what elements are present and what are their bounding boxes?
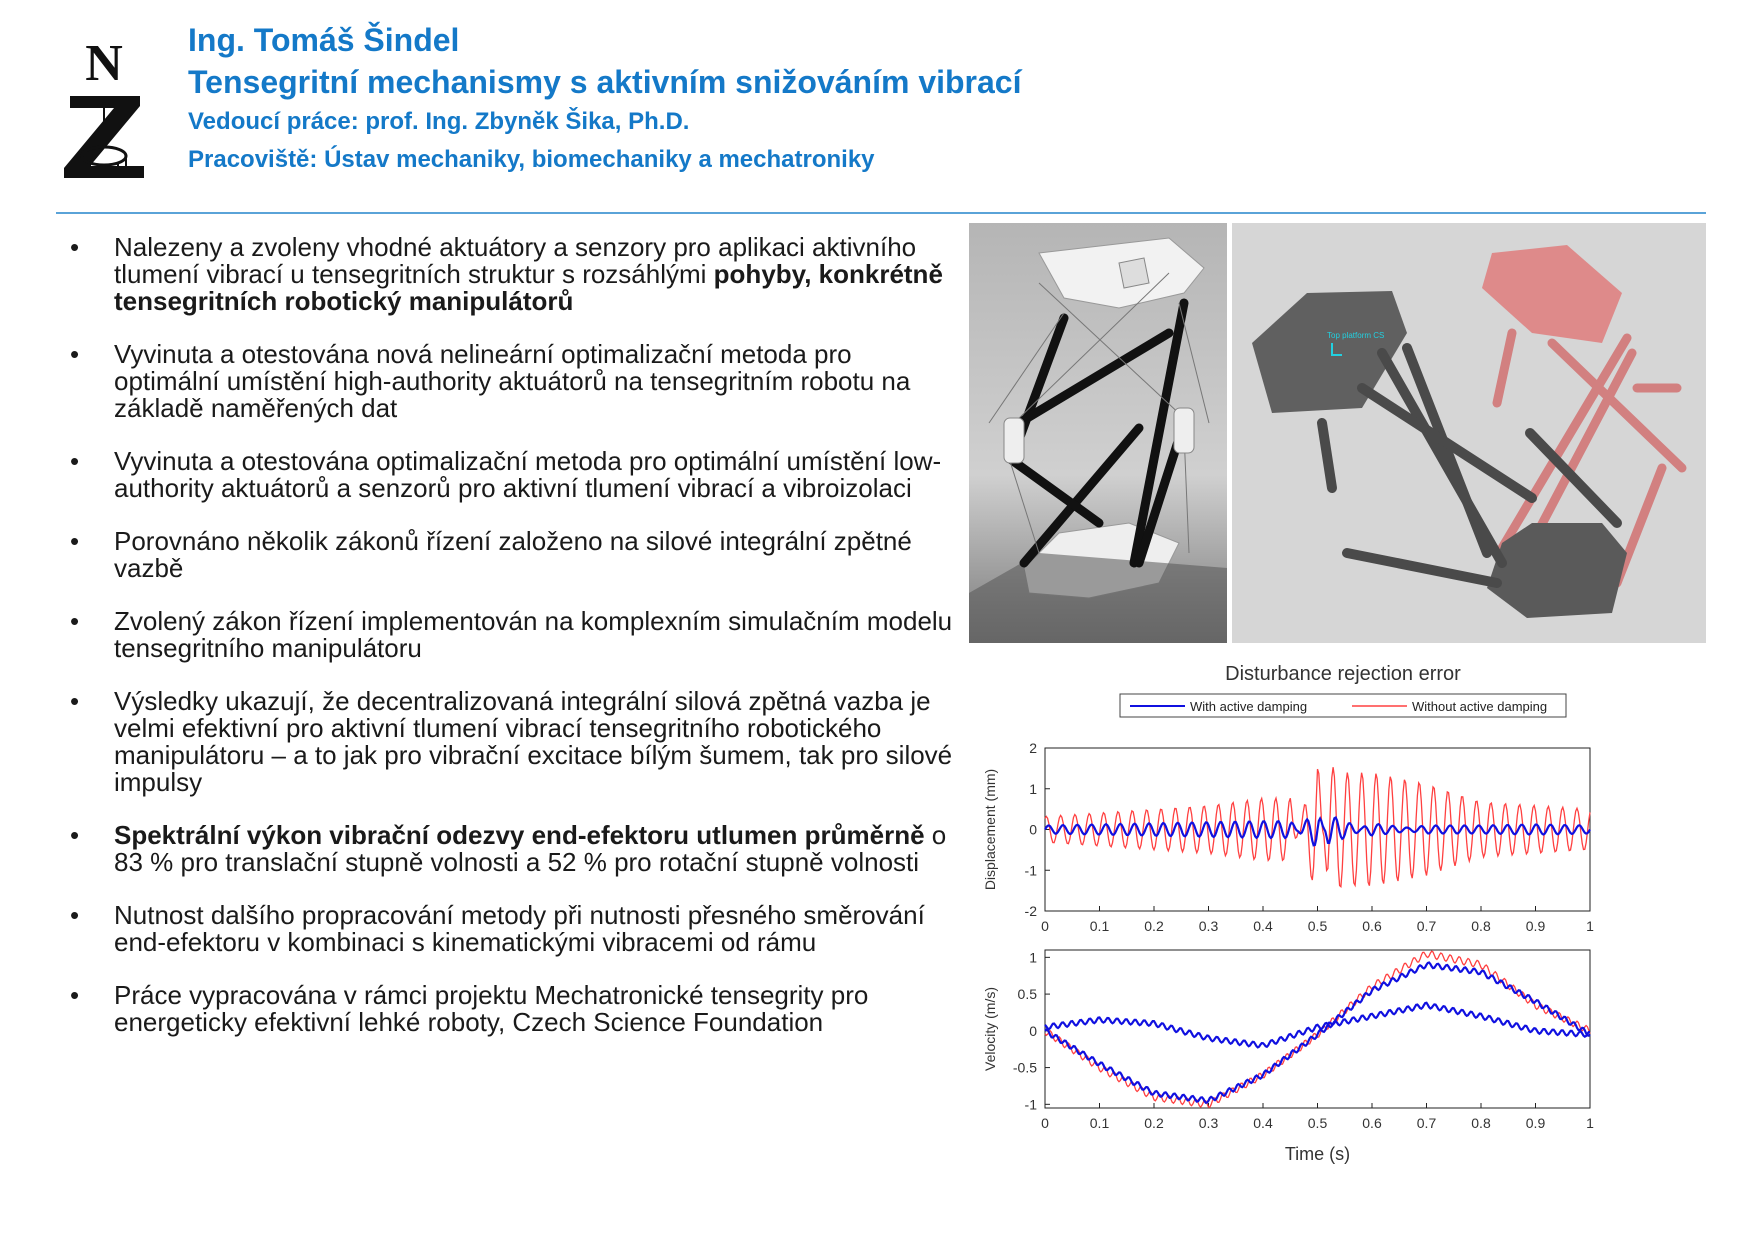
x-tick-label: 0.2 <box>1144 1115 1164 1131</box>
x-tick-label: 1 <box>1586 1115 1594 1131</box>
bullet-dot-icon: • <box>70 820 80 850</box>
x-tick-label: 0 <box>1041 918 1049 934</box>
x-tick-label: 0.1 <box>1090 918 1110 934</box>
bullet-dot-icon: • <box>70 980 80 1010</box>
x-tick-label: 0.1 <box>1090 1115 1110 1131</box>
bullet-list: • Nalezeny a zvoleny vhodné aktuátory a s… <box>64 234 954 1062</box>
bullet-text: Práce vypracována v rámci projektu Mecha… <box>114 980 869 1037</box>
bullet-text: Vyvinuta a otestována optimalizační meto… <box>114 446 942 503</box>
series-with-damping <box>1044 961 1591 1105</box>
bullet-item: • Porovnáno několik zákonů řízení založen… <box>64 528 954 582</box>
bullet-item: • Vyvinuta a otestována nová nelineární o… <box>64 341 954 422</box>
x-tick-label: 0 <box>1041 1115 1049 1131</box>
bullet-text: Vyvinuta a otestována nová nelineární op… <box>114 339 911 423</box>
series-with-damping <box>1044 1001 1591 1049</box>
bullet-text: o 83 % pro translační stupně volnosti a … <box>114 820 947 877</box>
header-divider <box>56 212 1706 214</box>
plot-area <box>1044 949 1591 1109</box>
logo: N <box>64 36 144 178</box>
bullet-text: Porovnáno několik zákonů řízení založeno… <box>114 526 912 583</box>
bullet-dot-icon: • <box>70 900 80 930</box>
series-with-damping <box>1044 815 1591 847</box>
y-tick-label: -2 <box>1025 903 1038 919</box>
bullet-text: Nalezeny a zvoleny vhodné aktuátory a se… <box>114 232 917 289</box>
y-tick-label: 0 <box>1029 822 1037 838</box>
x-tick-label: 0.6 <box>1362 1115 1382 1131</box>
y-tick-label: 2 <box>1029 740 1037 756</box>
x-tick-label: 0.7 <box>1417 1115 1437 1131</box>
bullet-text-bold: pohyby, konkrétně tensegritních robotick… <box>114 259 943 316</box>
x-tick-label: 0.5 <box>1308 1115 1328 1131</box>
x-tick-label: 0.3 <box>1199 918 1219 934</box>
x-tick-label: 0.5 <box>1308 918 1328 934</box>
y-tick-label: -0.5 <box>1013 1060 1037 1076</box>
legend-label-with-damping: With active damping <box>1190 699 1307 714</box>
x-tick-label: 0.4 <box>1253 918 1273 934</box>
bullet-dot-icon: • <box>70 526 80 556</box>
x-tick-label: 0.9 <box>1526 1115 1546 1131</box>
legend-label-without-damping: Without active damping <box>1412 699 1547 714</box>
bullet-text: Zvolený zákon řízení implementován na ko… <box>114 606 953 663</box>
x-tick-label: 0.6 <box>1362 918 1382 934</box>
x-tick-label: 0.8 <box>1471 1115 1491 1131</box>
y-axis-label: Displacement (mm) <box>982 769 998 890</box>
bullet-dot-icon: • <box>70 232 80 262</box>
bullet-dot-icon: • <box>70 446 80 476</box>
bullet-item: • Nalezeny a zvoleny vhodné aktuátory a s… <box>64 234 954 315</box>
bullet-item: • Vyvinuta a otestována optimalizační met… <box>64 448 954 502</box>
y-axis-label: Velocity (m/s) <box>982 987 998 1071</box>
thesis-title: Tensegritní mechanismy s aktivním snižov… <box>188 64 1022 100</box>
author-name: Ing. Tomáš Šindel <box>188 22 460 58</box>
chart-legend: With active damping Without active dampi… <box>1119 693 1567 718</box>
bullet-item: • Spektrální výkon vibrační odezvy end-ef… <box>64 822 954 876</box>
y-tick-label: 1 <box>1029 949 1037 965</box>
bullet-text-bold: Spektrální výkon vibrační odezvy end-efe… <box>114 820 925 850</box>
simulation-render: Top platform CS <box>1232 223 1706 643</box>
x-tick-label: 0.3 <box>1199 1115 1219 1131</box>
x-tick-label: 0.4 <box>1253 1115 1273 1131</box>
department: Pracoviště: Ústav mechaniky, biomechanik… <box>188 146 875 173</box>
x-tick-label: 0.8 <box>1471 918 1491 934</box>
y-tick-label: 0.5 <box>1018 986 1038 1002</box>
robot-photo <box>969 223 1227 643</box>
svg-text:N: N <box>85 36 123 92</box>
supervisor: Vedoucí práce: prof. Ing. Zbyněk Šika, P… <box>188 108 690 135</box>
render-label: Top platform CS <box>1327 331 1384 340</box>
x-tick-label: 1 <box>1586 918 1594 934</box>
series-without-damping <box>1044 767 1591 889</box>
x-tick-label: 0.9 <box>1526 918 1546 934</box>
x-tick-label: 0.7 <box>1417 918 1437 934</box>
bullet-dot-icon: • <box>70 339 80 369</box>
y-tick-label: -1 <box>1025 862 1038 878</box>
x-axis-label: Time (s) <box>1285 1144 1350 1164</box>
bullet-item: • Zvolený zákon řízení implementován na k… <box>64 608 954 662</box>
y-tick-label: 0 <box>1029 1023 1037 1039</box>
y-tick-label: 1 <box>1029 781 1037 797</box>
bullet-text: Výsledky ukazují, že decentralizovaná in… <box>114 686 953 797</box>
chart-title: Disturbance rejection error <box>1225 663 1461 685</box>
disturbance-rejection-chart: Disturbance rejection error With active … <box>982 663 1594 1164</box>
bullet-dot-icon: • <box>70 606 80 636</box>
y-tick-label: -1 <box>1025 1096 1038 1112</box>
bullet-dot-icon: • <box>70 686 80 716</box>
bullet-item: • Práce vypracována v rámci projektu Mech… <box>64 982 954 1036</box>
x-tick-label: 0.2 <box>1144 918 1164 934</box>
bullet-item: • Výsledky ukazují, že decentralizovaná i… <box>64 688 954 796</box>
bullet-item: • Nutnost dalšího propracování metody při… <box>64 902 954 956</box>
bullet-text: Nutnost dalšího propracování metody při … <box>114 900 925 957</box>
